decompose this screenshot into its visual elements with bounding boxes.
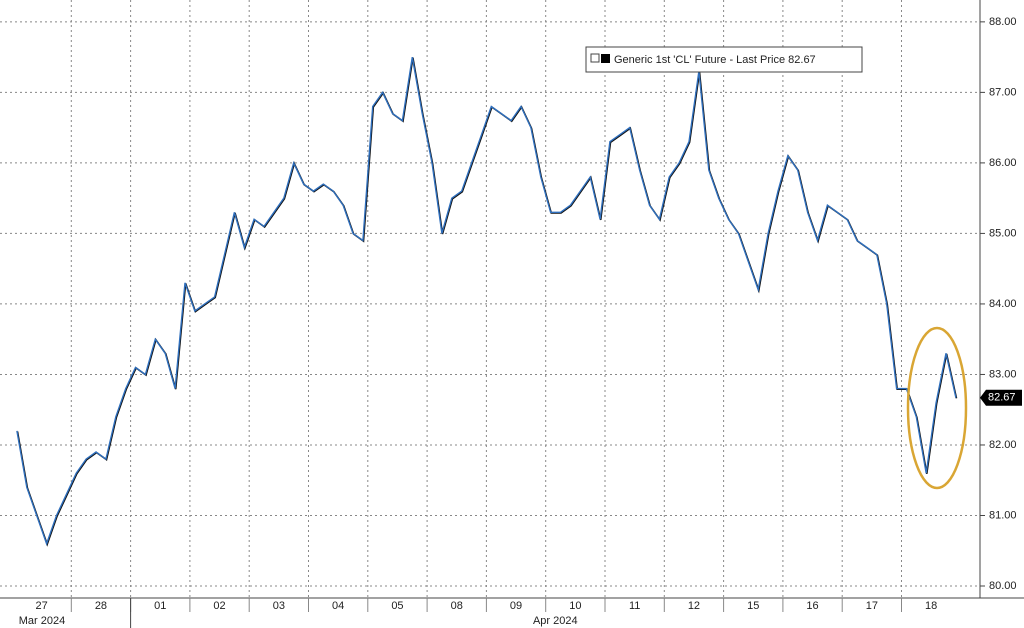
y-tick-label: 83.00 <box>989 368 1017 380</box>
y-tick-label: 82.00 <box>989 439 1017 451</box>
month-label: Mar 2024 <box>19 615 65 627</box>
x-tick-label: 17 <box>866 600 878 612</box>
legend-label: Generic 1st 'CL' Future - Last Price 82.… <box>614 54 816 66</box>
last-price-label: 82.67 <box>988 392 1016 404</box>
y-tick-label: 84.00 <box>989 298 1017 310</box>
price-line <box>16 56 957 546</box>
month-label: Apr 2024 <box>533 615 578 627</box>
x-tick-label: 16 <box>806 600 818 612</box>
x-tick-label: 08 <box>451 600 463 612</box>
x-tick-label: 09 <box>510 600 522 612</box>
x-tick-label: 03 <box>273 600 285 612</box>
y-tick-label: 86.00 <box>989 157 1017 169</box>
y-tick-label: 88.00 <box>989 16 1017 28</box>
legend-checkbox <box>590 53 600 63</box>
highlight-circle <box>906 326 968 490</box>
last-price-tag <box>980 389 1022 406</box>
x-tick-label: 15 <box>747 600 759 612</box>
y-tick-label: 81.00 <box>989 509 1017 521</box>
y-tick-label: 85.00 <box>989 227 1017 239</box>
x-tick-label: 12 <box>688 600 700 612</box>
x-tick-label: 28 <box>95 600 107 612</box>
legend: Generic 1st 'CL' Future - Last Price 82.… <box>585 46 863 73</box>
x-tick-label: 11 <box>629 600 640 612</box>
x-tick-label: 01 <box>154 600 166 612</box>
x-tick-label: 10 <box>569 600 581 612</box>
legend-box <box>585 46 863 73</box>
x-tick-label: 05 <box>391 600 403 612</box>
legend-swatch <box>601 54 610 63</box>
x-tick-label: 02 <box>213 600 225 612</box>
y-tick-label: 87.00 <box>989 86 1017 98</box>
y-tick-label: 80.00 <box>989 580 1017 592</box>
x-tick-label: 18 <box>925 600 937 612</box>
x-tick-label: 27 <box>36 600 48 612</box>
x-tick-label: 04 <box>332 600 344 612</box>
